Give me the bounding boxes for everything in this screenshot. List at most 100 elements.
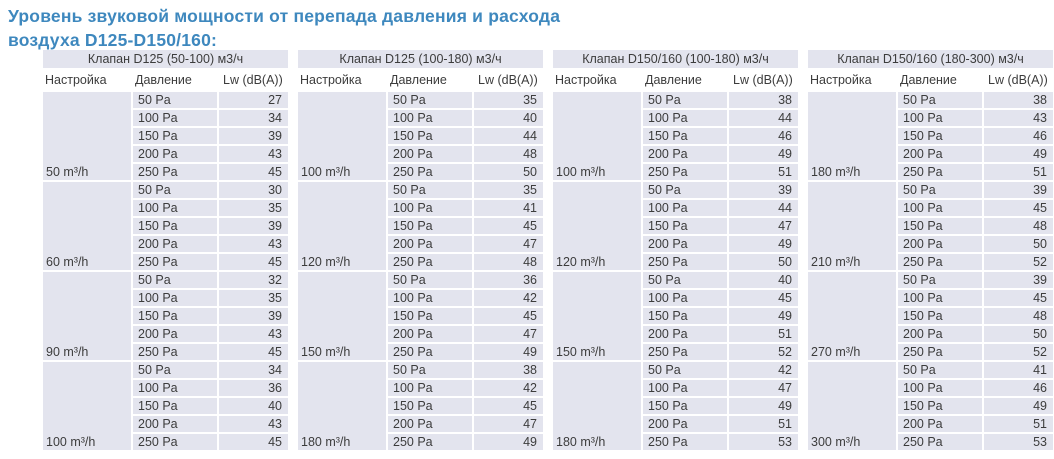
lw-value-cell: 34 [219,110,288,126]
lw-value-cell: 43 [219,146,288,162]
lw-value-cell: 49 [474,434,543,450]
lw-value-cell: 50 [729,254,798,270]
pressure-cell: 250 Pa [898,254,982,270]
column-header: Давление [645,73,702,87]
lw-value-cell: 51 [984,164,1053,180]
pressure-cell: 150 Pa [133,128,217,144]
lw-value-cell: 45 [219,434,288,450]
lw-value-cell: 42 [729,362,798,378]
lw-value-cell: 48 [474,146,543,162]
lw-value-cell: 36 [219,380,288,396]
pressure-cell: 100 Pa [898,290,982,306]
pressure-cell: 50 Pa [388,362,472,378]
pressure-cell: 200 Pa [898,146,982,162]
column-header: Давление [900,73,957,87]
lw-value-cell: 41 [474,200,543,216]
pressure-cell: 100 Pa [898,110,982,126]
lw-value-cell: 39 [219,128,288,144]
setting-cell: 270 m³/h [808,272,896,360]
lw-value-cell: 48 [984,308,1053,324]
lw-value-cell: 49 [729,146,798,162]
pressure-cell: 150 Pa [388,128,472,144]
pressure-cell: 50 Pa [388,272,472,288]
lw-value-cell: 40 [219,398,288,414]
lw-value-cell: 45 [474,218,543,234]
lw-value-cell: 53 [984,434,1053,450]
table-body: 180 m³/h 50 Pa 38 100 Pa 43 150 Pa 46 200 Pa 49 2… [808,92,1053,450]
lw-value-cell: 46 [984,380,1053,396]
pressure-cell: 200 Pa [898,236,982,252]
pressure-cell: 50 Pa [898,182,982,198]
pressure-cell: 100 Pa [643,200,727,216]
pressure-cell: 250 Pa [643,164,727,180]
pressure-cell: 150 Pa [643,398,727,414]
pressure-cell: 150 Pa [388,308,472,324]
table-body: 50 m³/h 50 Pa 27 100 Pa 34 150 Pa 39 200 Pa 43 25… [43,92,288,450]
pressure-cell: 200 Pa [898,416,982,432]
lw-value-cell: 45 [219,164,288,180]
lw-value-cell: 35 [474,92,543,108]
column-header: Настройка [810,73,872,87]
lw-value-cell: 49 [984,146,1053,162]
lw-value-cell: 47 [474,416,543,432]
lw-value-cell: 45 [984,290,1053,306]
pressure-cell: 250 Pa [133,164,217,180]
table-header-band: Клапан D125 (100-180) м3/ч [298,50,543,68]
setting-cell: 60 m³/h [43,182,131,270]
pressure-cell: 100 Pa [388,110,472,126]
lw-value-cell: 43 [219,236,288,252]
setting-cell: 100 m³/h [298,92,386,180]
setting-cell: 100 m³/h [553,92,641,180]
pressure-cell: 250 Pa [388,254,472,270]
valve-table: Клапан D150/160 (180-300) м3/ч Настройка Д… [808,50,1053,450]
pressure-cell: 250 Pa [388,434,472,450]
setting-cell: 150 m³/h [553,272,641,360]
lw-value-cell: 47 [729,380,798,396]
lw-value-cell: 48 [474,254,543,270]
pressure-cell: 50 Pa [133,92,217,108]
lw-value-cell: 45 [219,254,288,270]
pressure-cell: 100 Pa [133,380,217,396]
pressure-cell: 150 Pa [133,218,217,234]
pressure-cell: 150 Pa [388,398,472,414]
lw-value-cell: 52 [984,344,1053,360]
setting-cell: 180 m³/h [298,362,386,450]
setting-cell: 120 m³/h [553,182,641,270]
pressure-cell: 150 Pa [898,308,982,324]
lw-value-cell: 38 [474,362,543,378]
pressure-cell: 50 Pa [133,362,217,378]
column-header: Lw (dB(A)) [223,73,283,87]
lw-value-cell: 51 [729,326,798,342]
pressure-cell: 250 Pa [133,254,217,270]
pressure-cell: 200 Pa [643,416,727,432]
pressure-cell: 150 Pa [898,218,982,234]
pressure-cell: 200 Pa [643,236,727,252]
pressure-cell: 250 Pa [898,164,982,180]
lw-value-cell: 48 [984,218,1053,234]
lw-value-cell: 34 [219,362,288,378]
lw-value-cell: 38 [729,92,798,108]
pressure-cell: 50 Pa [643,362,727,378]
lw-value-cell: 53 [729,434,798,450]
pressure-cell: 150 Pa [643,308,727,324]
setting-cell: 180 m³/h [808,92,896,180]
table-header-band: Клапан D150/160 (180-300) м3/ч [808,50,1053,68]
lw-value-cell: 50 [474,164,543,180]
pressure-cell: 50 Pa [388,92,472,108]
table-body: 100 m³/h 50 Pa 35 100 Pa 40 150 Pa 44 200 Pa 48 2… [298,92,543,450]
pressure-cell: 200 Pa [133,326,217,342]
column-header-row: Настройка Давление Lw (dB(A)) [298,70,543,90]
column-header: Давление [135,73,192,87]
pressure-cell: 200 Pa [388,416,472,432]
lw-value-cell: 39 [984,182,1053,198]
lw-value-cell: 39 [219,308,288,324]
pressure-cell: 100 Pa [643,380,727,396]
page-title: Уровень звуковой мощности от перепада да… [8,4,560,52]
lw-value-cell: 49 [729,398,798,414]
lw-value-cell: 45 [219,344,288,360]
pressure-cell: 200 Pa [388,236,472,252]
lw-value-cell: 30 [219,182,288,198]
pressure-cell: 100 Pa [388,290,472,306]
table-header-band: Клапан D150/160 (100-180) м3/ч [553,50,798,68]
column-header: Настройка [555,73,617,87]
